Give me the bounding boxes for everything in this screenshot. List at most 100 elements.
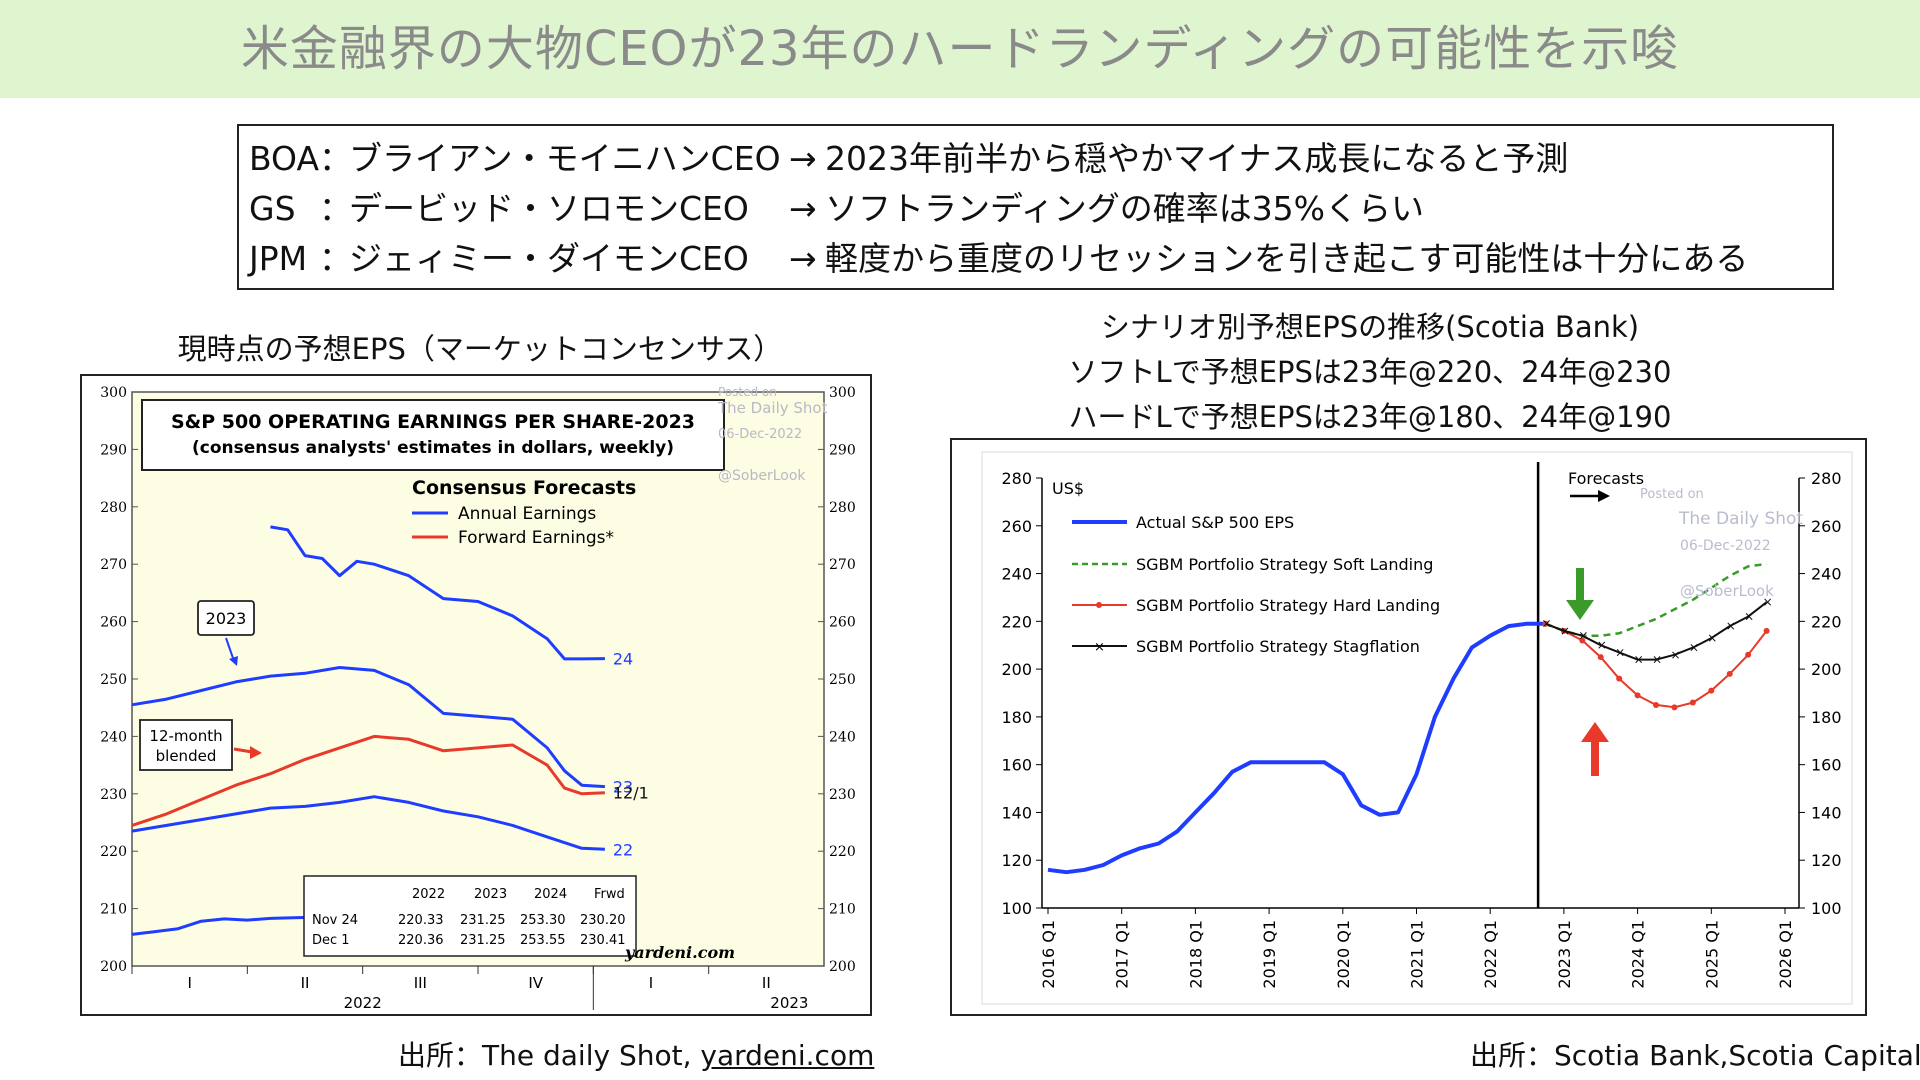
- x-quarter-label: IV: [528, 974, 543, 992]
- y-tick-label-right: 200: [1811, 660, 1842, 679]
- y-tick-label-right: 160: [1811, 756, 1842, 775]
- quote-separator: ：: [319, 239, 352, 278]
- series-marker-hard: [1745, 651, 1752, 658]
- series-end-label: 24: [613, 650, 633, 669]
- right-caption-line: ソフトLで予想EPSは23年@220、24年@230: [1068, 355, 1672, 389]
- series-line-24: [270, 525, 605, 661]
- y-tick-label-right: 220: [1811, 612, 1842, 631]
- series-marker-stag: ×: [1652, 653, 1662, 667]
- y-tick-label-left: 160: [1001, 756, 1032, 775]
- series-marker-hard: [1689, 699, 1696, 706]
- left-chart-panel: 200 200 210 210 220 220 230 230 240 240 250 250 260 2…: [80, 374, 872, 1016]
- y-tick-label-left: 220: [100, 844, 127, 860]
- y-tick-label-right: 280: [829, 500, 856, 516]
- callout-blended-box: [139, 719, 233, 771]
- y-tick-label-right: 120: [1811, 851, 1842, 870]
- legend-label-forward: Forward Earnings*: [458, 528, 614, 548]
- y-tick-label-left: 280: [1001, 469, 1032, 488]
- y-tick-label-right: 230: [829, 787, 856, 803]
- y-tick-label-left: 230: [100, 787, 127, 803]
- y-tick-label-left: 240: [100, 729, 127, 745]
- series-line-21: [131, 915, 314, 936]
- quote-person: ブライアン・モイニハンCEO: [349, 139, 781, 178]
- x-quarter-label: I: [187, 974, 191, 992]
- callout-2023-label: 2023: [206, 609, 247, 628]
- watermark-line: Posted on: [1640, 487, 1704, 502]
- series-marker-hard: [1763, 627, 1770, 634]
- y-tick-label-left: 220: [1001, 612, 1032, 631]
- series-marker-hard: [1579, 637, 1586, 644]
- left-source-link[interactable]: yardeni.com: [700, 1039, 875, 1072]
- series-marker-hard: [1708, 687, 1715, 694]
- quote-text: 軽度から重度のリセッションを引き起こす可能性は十分にある: [825, 239, 1749, 278]
- quote-arrow: →: [789, 239, 817, 278]
- y-tick-label-right: 240: [1811, 565, 1842, 584]
- x-tick-label: 2016 Q1: [1039, 920, 1058, 989]
- soft-landing-pointer-arrow: [1566, 568, 1594, 620]
- right-chart-caption: シナリオ別予想EPSの推移(Scotia Bank) ソフトLで予想EPSは23…: [1000, 305, 1740, 440]
- y-tick-label-right: 260: [1811, 517, 1842, 536]
- series-marker-hard: [1616, 675, 1623, 682]
- table-cell: Nov 24: [312, 913, 358, 928]
- table-cell: 230.41: [580, 933, 626, 948]
- quote-arrow: →: [789, 139, 817, 178]
- callout-blended-label: blended: [156, 747, 217, 765]
- x-tick-label: 2018 Q1: [1186, 920, 1205, 989]
- forecast-label: Forecasts: [1568, 469, 1644, 488]
- y-tick-label-left: 250: [100, 672, 127, 688]
- series-marker-hard: [1653, 701, 1660, 708]
- x-year-label: 2023: [770, 994, 808, 1012]
- table-header: 2022: [412, 887, 445, 902]
- x-year-label: 2022: [344, 994, 382, 1012]
- chart-title: S&P 500 OPERATING EARNINGS PER SHARE-202…: [171, 411, 695, 433]
- x-tick-label: 2024 Q1: [1629, 920, 1648, 989]
- x-tick-label: 2025 Q1: [1702, 920, 1721, 989]
- y-tick-label-left: 120: [1001, 851, 1032, 870]
- y-tick-label-right: 210: [829, 902, 856, 918]
- watermark-line: @SoberLook: [1680, 582, 1774, 600]
- series-marker-stag: ×: [1726, 619, 1736, 633]
- x-tick-label: 2020 Q1: [1334, 920, 1353, 989]
- series-marker-stag: ×: [1541, 617, 1551, 631]
- series-marker-stag: ×: [1670, 648, 1680, 662]
- table-cell: 220.36: [398, 933, 444, 948]
- legend-marker-hard: [1096, 602, 1102, 608]
- table-header: 2024: [534, 887, 567, 902]
- quote-bank: JPM: [249, 239, 308, 278]
- callout-blended-arrow: [233, 747, 253, 754]
- series-marker-stag: ×: [1744, 610, 1754, 624]
- chart-title-box: [141, 399, 725, 471]
- series-line-23: [131, 666, 605, 789]
- callout-2023-arrowhead: [229, 656, 238, 666]
- callout-blended-label: 12-month: [149, 727, 222, 745]
- quote-separator: ：: [319, 189, 352, 228]
- series-marker-stag: ×: [1615, 645, 1625, 659]
- right-chart-svg: 100 100 120 120 140 140 160 160 180 180 200 200 220 2…: [981, 451, 1853, 1005]
- y-tick-label-left: 240: [1001, 565, 1032, 584]
- quote-row: JPM ： ジェィミー・ダイモンCEO → 軽度から重度のリセッションを引き起こ…: [249, 234, 1822, 284]
- table-cell: 253.55: [520, 933, 566, 948]
- estimates-table: [303, 875, 637, 957]
- legend-label-soft: SGBM Portfolio Strategy Soft Landing: [1136, 555, 1433, 574]
- series-line-12-1: [131, 734, 605, 827]
- x-tick-label: 2017 Q1: [1113, 920, 1132, 989]
- y-tick-label-left: 140: [1001, 803, 1032, 822]
- right-caption-line: シナリオ別予想EPSの推移(Scotia Bank): [1100, 310, 1640, 344]
- left-chart-svg: 200 200 210 210 220 220 230 230 240 240 250 250 260 2…: [100, 385, 856, 1012]
- legend-marker-stag: ×: [1094, 640, 1105, 655]
- quote-text: ソフトランディングの確率は35%くらい: [825, 189, 1425, 228]
- y-tick-label-left: 200: [100, 959, 127, 975]
- series-marker-stag: ×: [1578, 629, 1588, 643]
- y-tick-label-left: 270: [100, 557, 127, 573]
- legend-label-annual: Annual Earnings: [458, 504, 596, 524]
- y-tick-label-left: 260: [1001, 517, 1032, 536]
- series-marker-stag: ×: [1689, 641, 1699, 655]
- table-cell: 230.20: [580, 913, 626, 928]
- y-tick-label-right: 200: [829, 959, 856, 975]
- table-cell: 231.25: [460, 913, 506, 928]
- y-tick-label-left: 100: [1001, 899, 1032, 918]
- watermark-line: The Daily Shot: [1678, 509, 1803, 529]
- right-caption-line: ハードLで予想EPSは23年@180、24年@190: [1068, 400, 1672, 434]
- table-cell: 253.30: [520, 913, 566, 928]
- x-tick-label: 2021 Q1: [1408, 920, 1427, 989]
